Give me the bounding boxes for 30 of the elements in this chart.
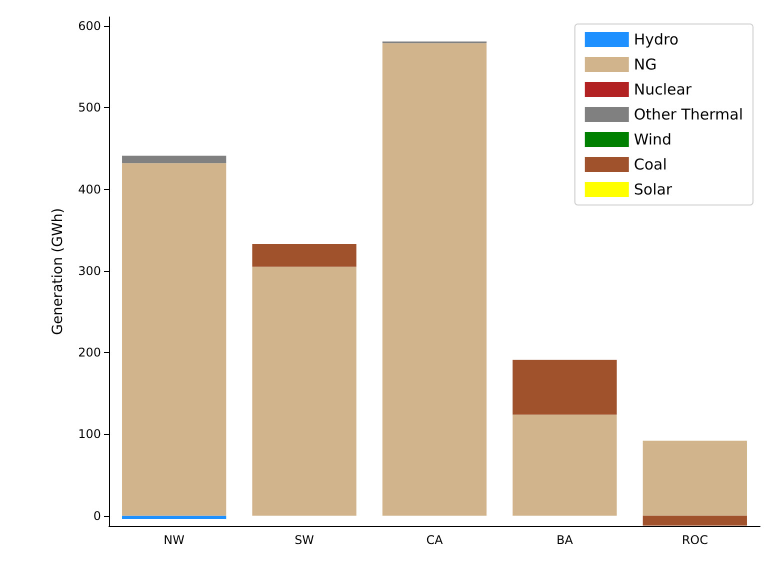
bar — [642, 516, 747, 526]
bar — [642, 440, 747, 516]
bar — [122, 516, 226, 520]
y-tick-label: 0 — [93, 508, 101, 523]
bar — [122, 163, 226, 516]
legend-label: Hydro — [634, 30, 679, 48]
legend-label: Nuclear — [634, 80, 692, 98]
x-tick-label: BA — [556, 533, 574, 547]
legend-label: Solar — [634, 180, 673, 198]
bar — [252, 244, 356, 267]
y-tick-label: 200 — [78, 346, 101, 360]
legend-label: NG — [634, 56, 657, 74]
bar — [512, 360, 617, 415]
bar — [122, 156, 226, 164]
x-tick-label: SW — [294, 533, 314, 547]
x-tick-label: NW — [164, 533, 185, 547]
bar — [382, 43, 487, 516]
y-tick-label: 600 — [78, 18, 101, 33]
y-axis-title: Generation (GWh) — [50, 208, 66, 336]
y-tick-label: 300 — [78, 264, 101, 278]
y-tick-label: 500 — [78, 100, 101, 115]
y-tick-label: 400 — [78, 182, 101, 196]
legend-label: Other Thermal — [634, 106, 744, 124]
legend-label: Coal — [634, 156, 667, 174]
bar — [512, 414, 617, 516]
x-tick-label: ROC — [682, 533, 708, 547]
y-tick-label: 100 — [78, 427, 101, 442]
legend-label: Wind — [634, 130, 672, 148]
bar — [252, 266, 356, 516]
x-tick-label: CA — [426, 533, 444, 547]
